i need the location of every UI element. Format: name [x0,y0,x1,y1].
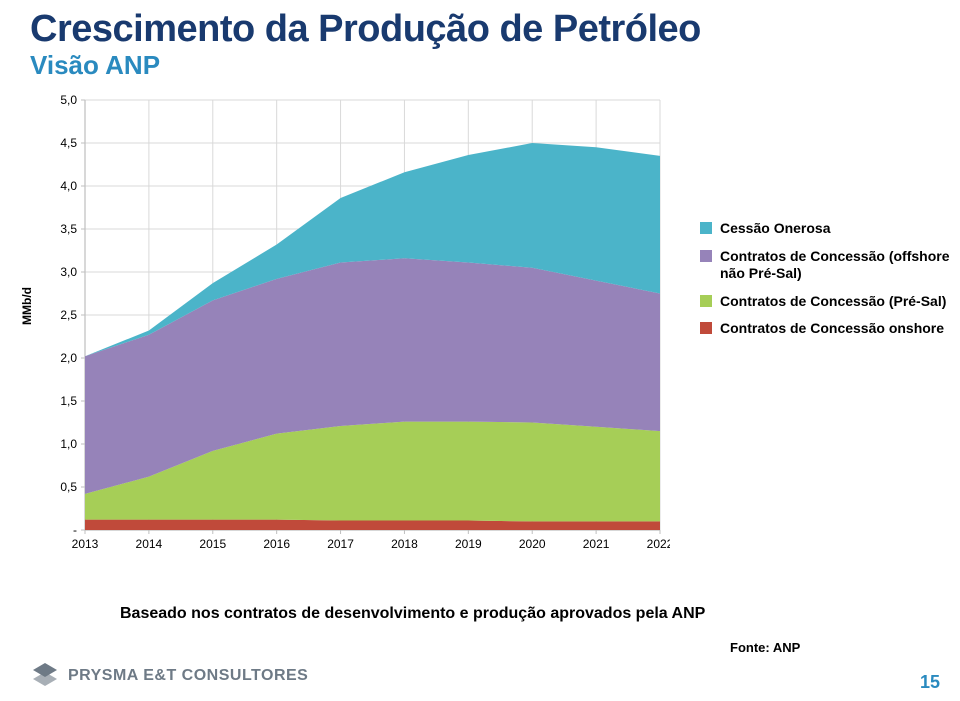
source-label: Fonte: ANP [730,640,800,655]
svg-text:2022: 2022 [647,537,670,551]
svg-text:3,5: 3,5 [60,222,77,236]
legend: Cessão Onerosa Contratos de Concessão (o… [700,220,950,348]
y-axis-label: MMb/d [20,287,34,325]
square-icon [700,322,712,334]
svg-text:3,0: 3,0 [60,265,77,279]
svg-text:2021: 2021 [583,537,610,551]
svg-text:0,5: 0,5 [60,480,77,494]
legend-item-presal: Contratos de Concessão (Pré-Sal) [700,293,950,311]
svg-text:1,0: 1,0 [60,437,77,451]
svg-text:2019: 2019 [455,537,482,551]
chart-footnote: Baseado nos contratos de desenvolvimento… [120,605,705,623]
legend-label: Contratos de Concessão (offshore não Pré… [720,248,950,283]
svg-text:2,0: 2,0 [60,351,77,365]
svg-text:4,5: 4,5 [60,136,77,150]
legend-label: Cessão Onerosa [720,220,831,238]
legend-item-cessao-onerosa: Cessão Onerosa [700,220,950,238]
svg-text:2016: 2016 [263,537,290,551]
square-icon [700,295,712,307]
svg-text:2018: 2018 [391,537,418,551]
svg-text:2020: 2020 [519,537,546,551]
svg-text:2015: 2015 [199,537,226,551]
square-icon [700,222,712,234]
svg-text:2,5: 2,5 [60,308,77,322]
page-title: Crescimento da Produção de Petróleo [30,8,701,51]
legend-item-offshore-nao-presal: Contratos de Concessão (offshore não Pré… [700,248,950,283]
page-subtitle: Visão ANP [30,50,160,81]
production-chart: MMb/d -0,51,01,52,02,53,03,54,04,55,0201… [30,90,670,560]
square-icon [700,250,712,262]
legend-label: Contratos de Concessão onshore [720,320,944,338]
brand-text: PRYSMA E&T CONSULTORES [68,667,308,685]
chart-svg: - 0,5 1,0 1,5 2,0 2,5 3,0 3,5 4,0 4,5 5,0 2013 2014 2… [30,90,670,560]
page-number: 15 [920,672,940,693]
svg-text:2013: 2013 [72,537,99,551]
svg-text:2014: 2014 [136,537,163,551]
brand-logo-icon [30,661,60,691]
brand: PRYSMA E&T CONSULTORES [30,661,308,691]
svg-text:5,0: 5,0 [60,93,77,107]
svg-text:-: - [73,523,77,537]
svg-text:1,5: 1,5 [60,394,77,408]
svg-text:4,0: 4,0 [60,179,77,193]
legend-label: Contratos de Concessão (Pré-Sal) [720,293,946,311]
legend-item-onshore: Contratos de Concessão onshore [700,320,950,338]
svg-text:2017: 2017 [327,537,354,551]
